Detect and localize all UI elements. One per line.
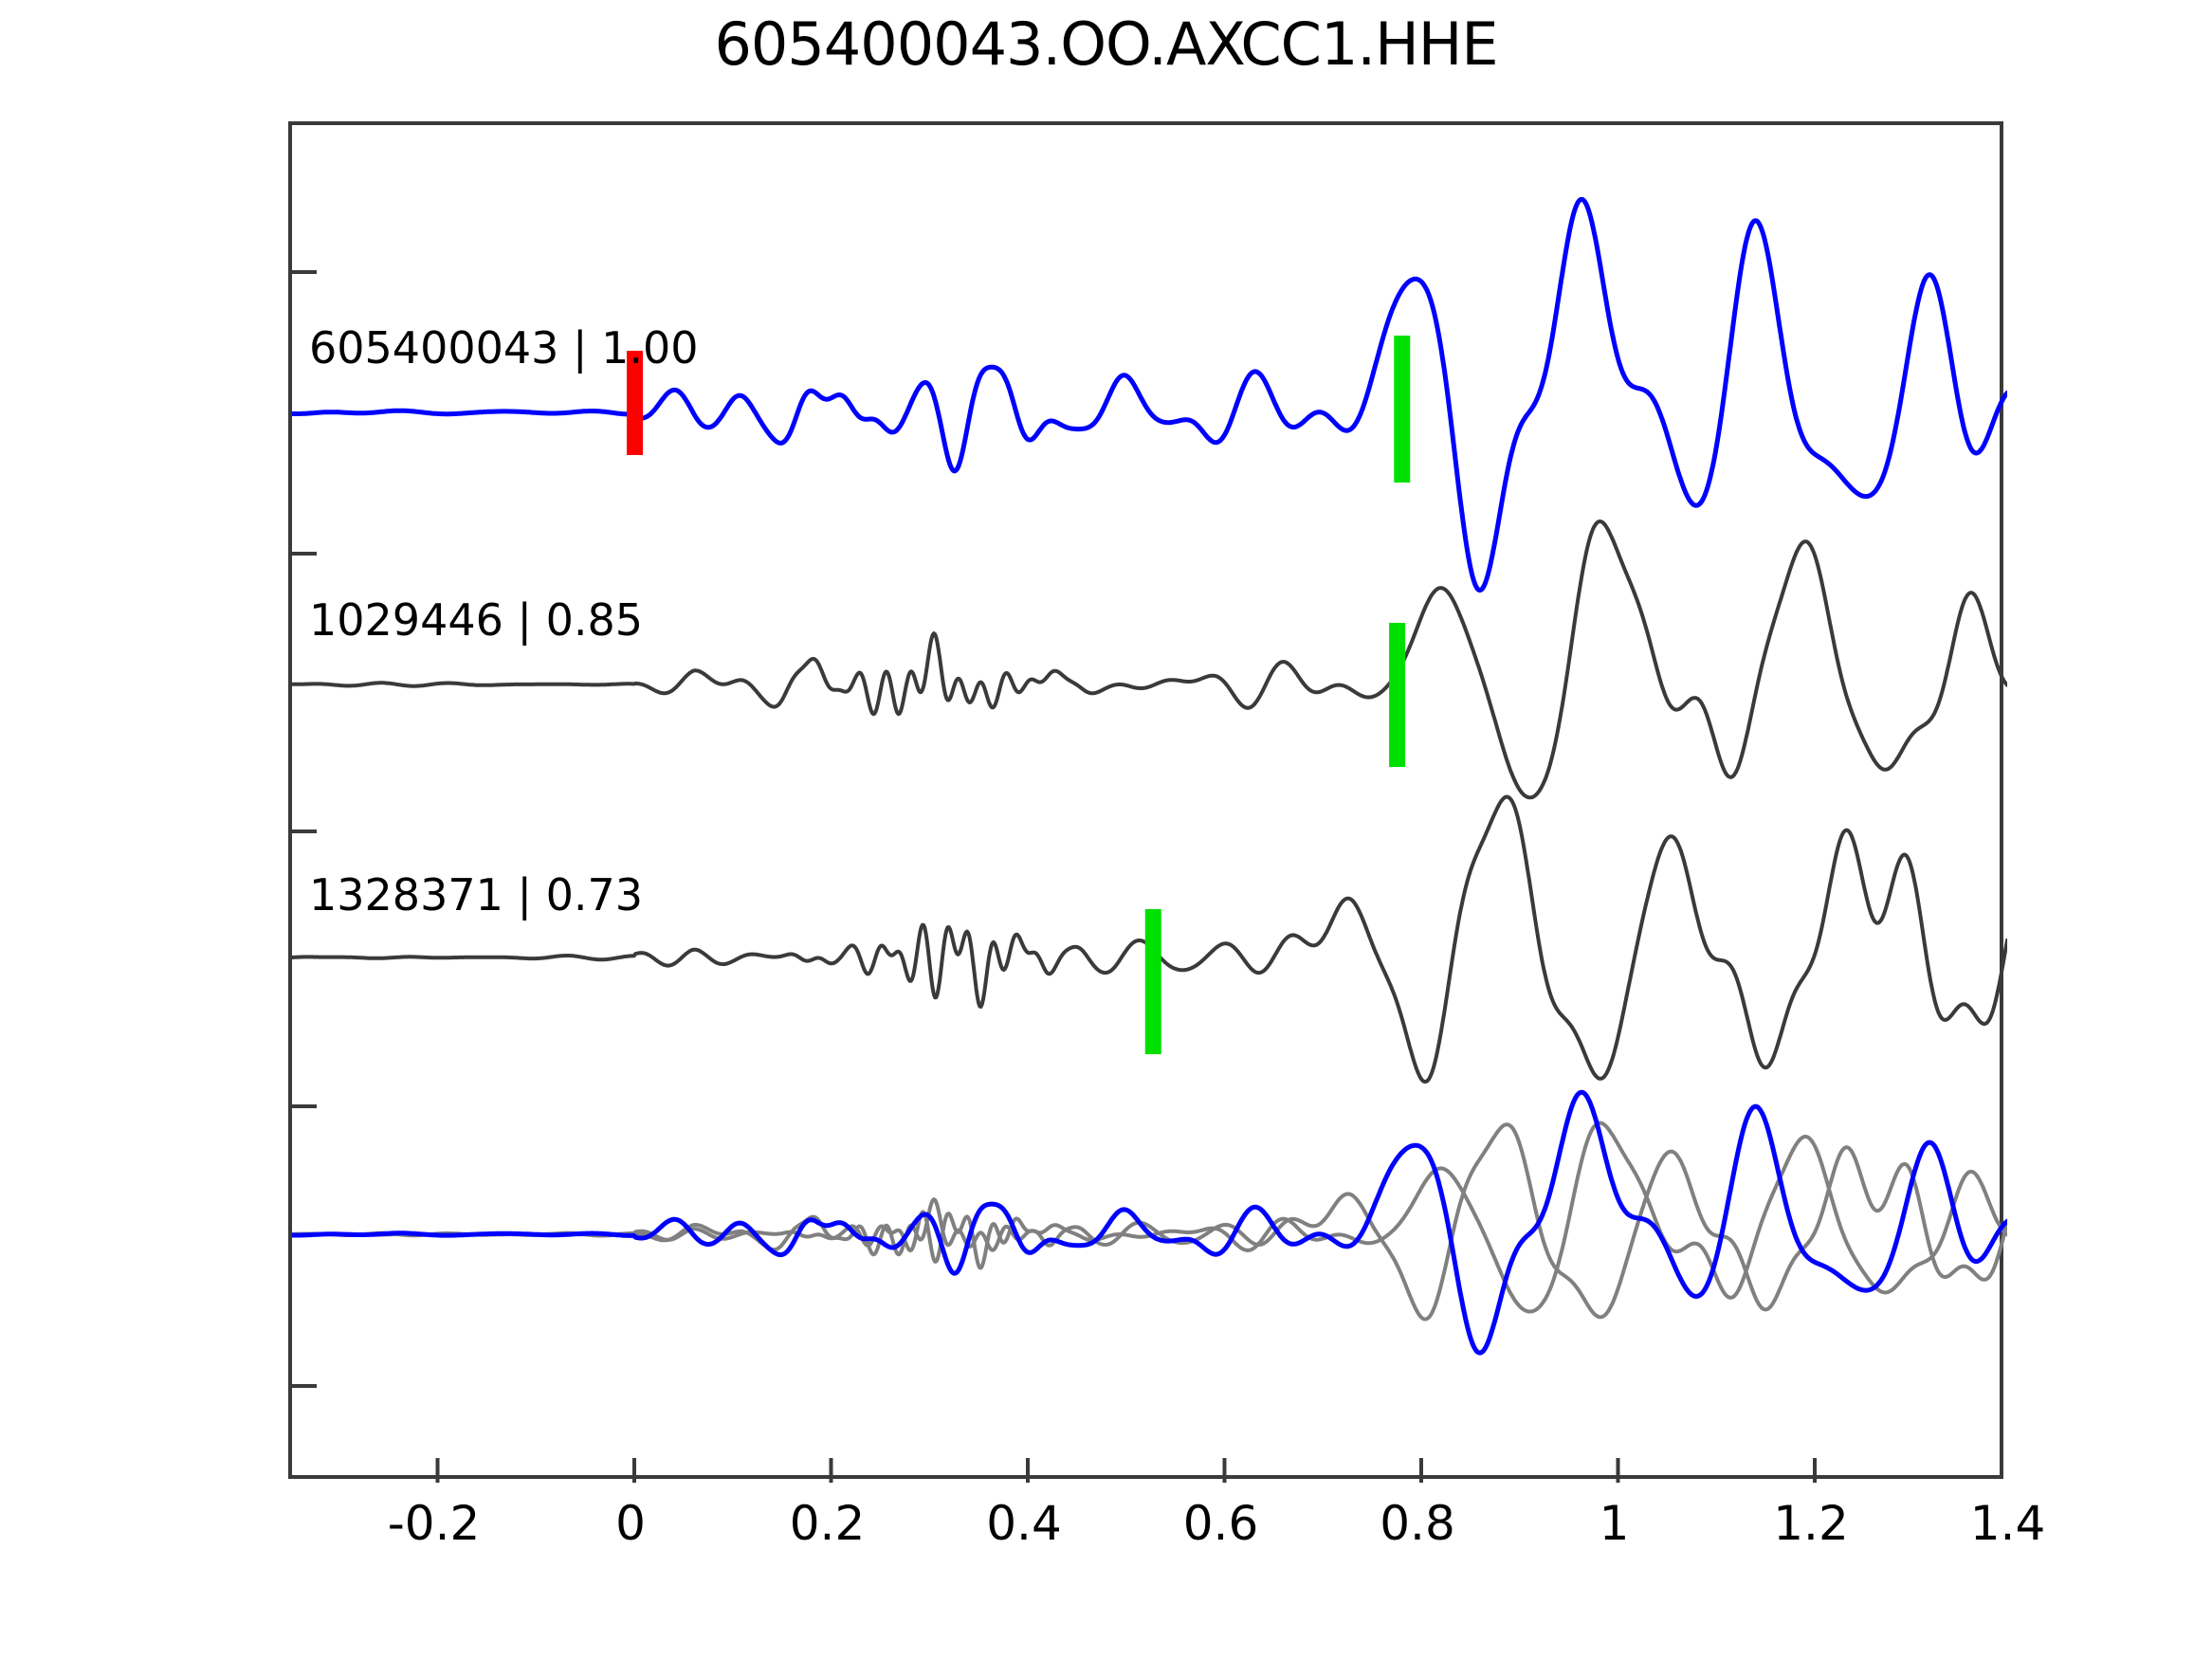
x-axis-ticks xyxy=(435,1458,1817,1483)
xtick-label-0: -0.2 xyxy=(387,1496,481,1551)
page-title: 605400043.OO.AXCC1.HHE xyxy=(714,9,1498,79)
green-pick-marker-panel0 xyxy=(1394,336,1411,483)
xtick-label-4: 0.6 xyxy=(1182,1496,1259,1551)
pick-markers xyxy=(627,336,1411,1054)
x-axis-labels: -0.2 0 0.2 0.4 0.6 0.8 1 1.2 1.4 xyxy=(0,1496,2212,1572)
plot-area: 605400043 | 1.00 1029446 | 0.85 1328371 … xyxy=(288,121,2007,1483)
xtick-label-5: 0.8 xyxy=(1380,1496,1455,1551)
trace-1029446 xyxy=(292,520,2007,800)
xtick-label-7: 1.2 xyxy=(1773,1496,1849,1551)
trace-label-1328371: 1328371 | 0.73 xyxy=(309,869,644,921)
xtick-label-1: 0 xyxy=(615,1496,646,1551)
trace-label-1029446: 1029446 | 0.85 xyxy=(309,594,644,646)
green-pick-marker-panel1 xyxy=(1389,623,1406,767)
green-pick-marker-panel2 xyxy=(1144,909,1161,1054)
xtick-label-2: 0.2 xyxy=(789,1496,866,1551)
overlay-trace-1328371 xyxy=(292,1122,2007,1322)
y-axis-ticks xyxy=(292,270,317,1388)
red-pick-marker-panel0 xyxy=(627,351,643,455)
trace-label-605400043: 605400043 | 1.00 xyxy=(309,322,699,374)
trace-605400043 xyxy=(292,196,2007,593)
xtick-label-8: 1.4 xyxy=(1969,1496,2046,1551)
xtick-label-3: 0.4 xyxy=(986,1496,1062,1551)
overlay-trace-605400043 xyxy=(292,1089,2007,1356)
xtick-label-6: 1 xyxy=(1599,1496,1630,1551)
waveform-canvas xyxy=(292,196,2007,1483)
